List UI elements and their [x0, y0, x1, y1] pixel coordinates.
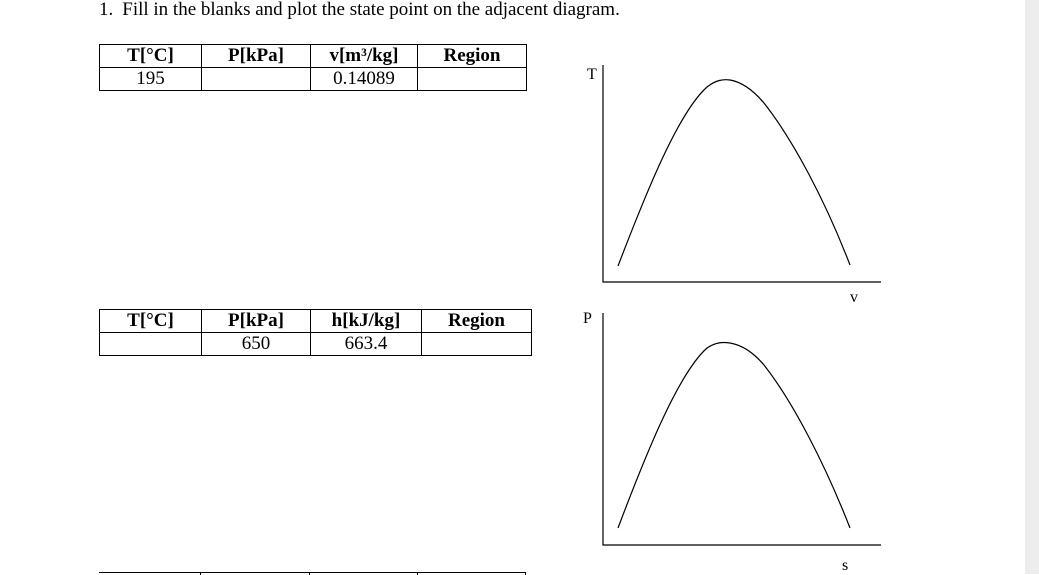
header-temperature: T[°C]: [99, 309, 202, 333]
p-s-saturation-dome: [617, 341, 851, 529]
cell-region-blank: [417, 67, 527, 91]
header-specific-volume: v[m³/kg]: [310, 44, 418, 68]
header-pressure: P[kPa]: [201, 44, 311, 68]
scrollbar-track[interactable]: [1025, 0, 1039, 574]
table-row: 195 0.14089: [99, 67, 527, 91]
table-header-row: T[°C] P[kPa] h[kJ/kg] Region: [99, 309, 532, 333]
header-temperature: T[°C]: [99, 44, 202, 68]
question-prompt: 1. Fill in the blanks and plot the state …: [99, 0, 620, 22]
state-table-1: T[°C] P[kPa] v[m³/kg] Region 195 0.14089: [99, 44, 527, 91]
cell-temperature-blank: [99, 332, 202, 356]
state-table-2: T[°C] P[kPa] h[kJ/kg] Region 650 663.4: [99, 309, 532, 356]
p-s-axes: [602, 313, 881, 546]
s-axis-label: s: [842, 557, 848, 574]
header-region: Region: [421, 309, 532, 333]
p-s-diagram: P s: [583, 310, 881, 574]
t-axis-label: T: [587, 66, 597, 83]
cell-region-blank: [421, 332, 532, 356]
v-axis-label: v: [850, 289, 858, 306]
cell-temperature: 195: [99, 67, 202, 91]
cell-enthalpy: 663.4: [310, 332, 422, 356]
header-enthalpy: h[kJ/kg]: [310, 309, 422, 333]
header-pressure: P[kPa]: [201, 309, 311, 333]
t-v-diagram: T v: [587, 65, 881, 306]
question-text: Fill in the blanks and plot the state po…: [122, 0, 620, 20]
table-row: 650 663.4: [99, 332, 532, 356]
table-header-row: T[°C] P[kPa] v[m³/kg] Region: [99, 44, 527, 68]
cell-pressure-blank: [201, 67, 311, 91]
header-region: Region: [417, 44, 527, 68]
p-axis-label: P: [583, 310, 592, 327]
question-number: 1.: [99, 0, 114, 20]
t-v-axes: [602, 65, 881, 283]
cell-pressure: 650: [201, 332, 311, 356]
t-v-saturation-dome: [617, 79, 851, 267]
cell-specific-volume: 0.14089: [310, 67, 418, 91]
